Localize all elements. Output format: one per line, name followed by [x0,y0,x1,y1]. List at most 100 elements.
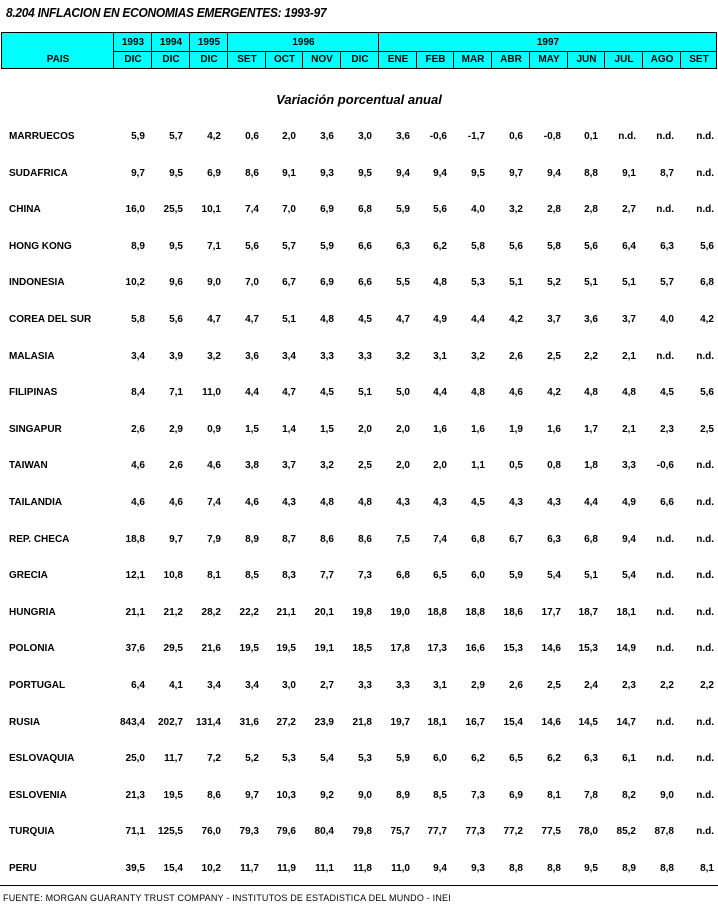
value-cell: 9,2 [320,789,334,801]
value-cell: 19,7 [390,716,410,728]
value-cell: 5,6 [169,314,183,325]
value-cell: 3,7 [622,314,636,325]
value-cell: 3,4 [282,350,296,362]
value-cell: 11,8 [353,863,372,874]
value-cell: 3,7 [547,314,561,325]
value-cell: 8,9 [396,789,410,801]
value-cell: 6,3 [547,533,561,545]
value-cell: 21,1 [125,606,145,618]
value-cell: 1,6 [471,423,485,435]
value-cell: n.d. [656,570,674,582]
value-cell: 9,3 [320,167,334,179]
value-cell: 0,6 [245,131,259,142]
value-cell: 15,4 [163,863,183,874]
value-cell: 3,8 [245,460,259,472]
value-cell: 2,0 [396,460,410,472]
value-cell: 5,2 [547,277,561,289]
value-cell: 843,4 [119,716,145,728]
header-month: MAY [538,54,560,65]
value-cell: -1,7 [467,131,485,142]
value-cell: 4,6 [131,460,145,472]
value-cell: 10,2 [201,863,221,874]
table-row: PERU 39,5 15,4 10,2 11,7 11,9 11,1 11,8 11,0 9,4 9… [0,863,718,877]
table-row: RUSIA 843,4 202,7 131,4 31,6 27,2 23,9 21,8 19,7… [0,717,718,731]
value-cell: 4,2 [700,314,714,325]
value-cell: 1,6 [547,423,561,435]
value-cell: 3,4 [207,680,221,691]
value-cell: 6,1 [622,753,636,765]
value-cell: 4,6 [245,497,259,508]
value-cell: 14,6 [541,716,561,728]
value-cell: 9,4 [433,167,447,179]
header-year: 1996 [292,37,315,48]
value-cell: 3,6 [320,131,334,142]
value-cell: 4,8 [320,314,334,325]
bottom-divider [0,885,718,886]
value-cell: 2,1 [622,423,636,435]
value-cell: 5,8 [471,240,485,252]
value-cell: 2,8 [584,204,598,216]
table-row: TAILANDIA 4,6 4,6 7,4 4,6 4,3 4,8 4,8 4,3 4,3 4,5 4… [0,497,718,511]
value-cell: 6,6 [660,497,674,508]
value-cell: 5,7 [169,131,183,142]
header-divider [453,51,454,68]
value-cell: 4,2 [547,387,561,399]
value-cell: 4,0 [471,204,485,216]
value-cell: 76,0 [201,826,221,838]
value-cell: 9,6 [169,277,183,289]
value-cell: n.d. [696,606,714,618]
table-row: REP. CHECA 18,8 9,7 7,9 8,9 8,7 8,6 8,6 7,5 7,4 6,… [0,534,718,548]
value-cell: 2,2 [584,350,598,362]
value-cell: 8,8 [509,863,523,874]
value-cell: 5,6 [700,387,714,399]
value-cell: 5,6 [509,240,523,252]
value-cell: 4,4 [433,387,447,399]
value-cell: 2,1 [622,350,636,362]
value-cell: n.d. [696,204,714,216]
value-cell: 8,6 [207,789,221,801]
header-month: DIC [124,54,142,65]
value-cell: 6,7 [509,533,523,545]
value-cell: 3,2 [396,350,410,362]
value-cell: n.d. [656,533,674,545]
country-name: FILIPINAS [9,387,58,399]
value-cell: 6,2 [433,240,447,252]
value-cell: 5,0 [396,387,410,399]
value-cell: 6,8 [471,533,485,545]
value-cell: 2,0 [358,423,372,435]
value-cell: 5,3 [471,277,485,289]
value-cell: 79,3 [239,826,259,838]
value-cell: 0,8 [547,460,561,472]
value-cell: 9,7 [509,167,523,179]
value-cell: 2,0 [282,131,296,142]
header-month: DIC [200,54,218,65]
value-cell: 5,1 [282,314,296,325]
value-cell: 8,4 [131,387,145,399]
value-cell: 4,8 [471,387,485,399]
value-cell: n.d. [696,570,714,582]
value-cell: 11,9 [277,863,296,874]
value-cell: 4,5 [320,387,334,399]
value-cell: 6,5 [509,753,523,765]
value-cell: -0,6 [656,460,674,472]
value-cell: 3,3 [358,680,372,691]
value-cell: 5,6 [245,240,259,252]
value-cell: 2,0 [396,423,410,435]
table-row: MARRUECOS 5,9 5,7 4,2 0,6 2,0 3,6 3,0 3,6 -0,6 -1,… [0,131,718,145]
value-cell: 5,1 [358,387,372,399]
value-cell: 6,7 [282,277,296,289]
value-cell: 2,6 [131,423,145,435]
value-cell: 2,0 [433,460,447,472]
value-cell: 6,0 [433,753,447,765]
value-cell: 5,8 [547,240,561,252]
source-note: FUENTE: MORGAN GUARANTY TRUST COMPANY - … [3,893,451,903]
value-cell: 31,6 [239,716,259,728]
value-cell: 2,8 [547,204,561,216]
value-cell: 17,7 [541,606,561,618]
value-cell: 8,9 [245,533,259,545]
value-cell: 6,2 [471,753,485,765]
value-cell: 16,7 [465,716,485,728]
value-cell: 8,2 [622,789,636,801]
value-cell: 8,5 [245,570,259,582]
value-cell: 0,6 [509,131,523,142]
